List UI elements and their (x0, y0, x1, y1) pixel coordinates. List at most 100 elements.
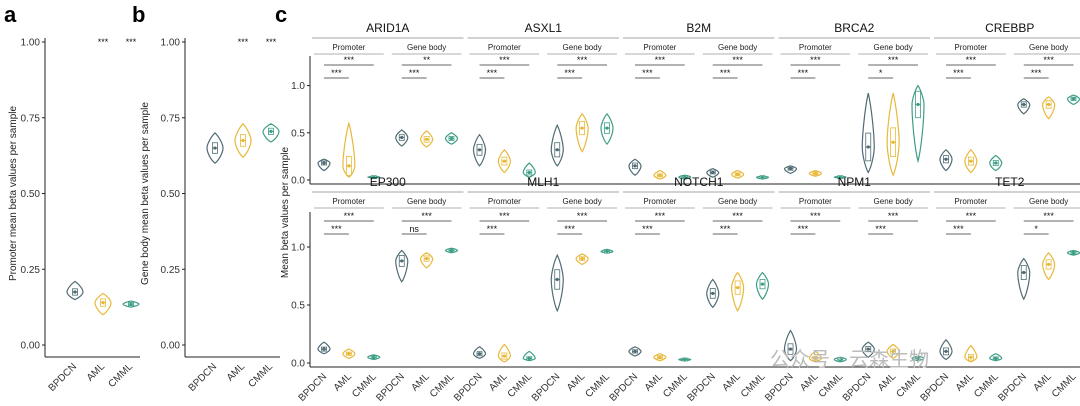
facet-title: MLH1 (527, 175, 559, 189)
data-point (580, 126, 584, 130)
data-point (322, 161, 326, 165)
x-tick-label: BPDCN (47, 361, 80, 394)
data-point (916, 356, 920, 360)
significance-label: *** (798, 68, 809, 78)
data-point (400, 259, 404, 263)
data-point (683, 175, 687, 179)
data-point (1022, 270, 1026, 275)
violin-shape (911, 355, 925, 362)
region-label: Gene body (1029, 197, 1068, 206)
violin-shape (395, 249, 409, 283)
significance-label: *** (344, 211, 355, 221)
significance-label: *** (888, 211, 899, 221)
facet-title: EP300 (370, 175, 406, 189)
data-point (425, 137, 429, 142)
region-label: Gene body (407, 197, 446, 206)
region-label: Promoter (799, 43, 832, 52)
data-point (527, 170, 531, 175)
significance-label: ns (409, 224, 419, 234)
violin-shape (861, 341, 875, 358)
significance-label: *** (732, 55, 743, 65)
significance-label: *** (720, 68, 731, 78)
violin-shape (497, 343, 511, 363)
data-point (1071, 97, 1076, 101)
data-point (711, 170, 715, 175)
region-label: Promoter (799, 197, 832, 206)
region-label: Promoter (643, 43, 676, 52)
violin-shape (550, 253, 564, 313)
panel-c: c Mean beta values per sample ARID1A 0.0 0.5… (275, 2, 1080, 404)
data-point (605, 250, 609, 254)
violin-shape (939, 338, 953, 361)
data-point (658, 355, 662, 359)
significance-label: *** (720, 224, 731, 234)
significance-label: *** (655, 55, 666, 65)
facet-title: NPM1 (838, 175, 872, 189)
significance-label: *** (487, 68, 498, 78)
data-point (969, 159, 973, 163)
y-axis-title: Promoter mean beta values per sample (8, 106, 19, 282)
violin-shape (833, 356, 847, 363)
data-point (683, 357, 687, 362)
violin-shape (262, 123, 280, 143)
data-point (838, 175, 842, 179)
region-label: Gene body (874, 43, 913, 52)
facet-title: ARID1A (366, 21, 409, 35)
data-point (555, 148, 559, 152)
significance-label: *** (266, 37, 277, 47)
violin-shape (206, 132, 224, 164)
data-point (502, 354, 506, 358)
violin-shape (94, 292, 112, 316)
data-point (347, 352, 351, 356)
violin-shape (472, 346, 487, 359)
region-label: Promoter (643, 197, 676, 206)
data-point (711, 291, 715, 295)
y-tick-label: 0.75 (21, 113, 41, 124)
violin-shape (653, 169, 667, 180)
significance-label: *** (642, 68, 653, 78)
data-point (477, 148, 482, 152)
significance-label: *** (344, 55, 355, 65)
y-tick-label: 0.50 (161, 189, 181, 200)
violin-shape (395, 129, 409, 147)
y-tick-label: 1.0 (291, 243, 305, 254)
violin-shape (600, 112, 614, 146)
y-tick-label: 0.0 (291, 359, 305, 370)
violin-shape (234, 122, 252, 158)
data-point (760, 282, 765, 286)
significance-label: *** (577, 55, 588, 65)
significance-label: *** (810, 211, 821, 221)
violin-shape (628, 346, 642, 357)
data-point (633, 349, 637, 353)
facet-title: TET2 (995, 175, 1025, 189)
data-point (241, 138, 245, 143)
data-point (555, 277, 559, 282)
significance-label: *** (1043, 211, 1054, 221)
region-label: Promoter (954, 43, 987, 52)
data-point (372, 175, 376, 179)
data-point (502, 159, 506, 163)
significance-label: * (1034, 224, 1038, 234)
y-tick-label: 0.75 (161, 113, 181, 124)
data-point (736, 286, 740, 290)
violin-shape (755, 271, 770, 301)
violin-shape (522, 162, 536, 178)
y-tick-label: 0.00 (161, 341, 181, 352)
significance-label: * (879, 68, 883, 78)
data-point (916, 102, 920, 107)
data-point (449, 248, 454, 253)
violin-shape (731, 271, 745, 312)
facet-title: BRCA2 (834, 21, 874, 35)
significance-label: *** (126, 37, 137, 47)
data-point (788, 347, 793, 351)
violin-shape (342, 348, 356, 359)
data-point (73, 290, 77, 294)
violin-shape (653, 353, 667, 362)
data-point (1047, 262, 1051, 266)
y-axis-title: Gene body mean beta values per sample (140, 102, 151, 285)
y-tick-label: 1.0 (291, 81, 305, 92)
